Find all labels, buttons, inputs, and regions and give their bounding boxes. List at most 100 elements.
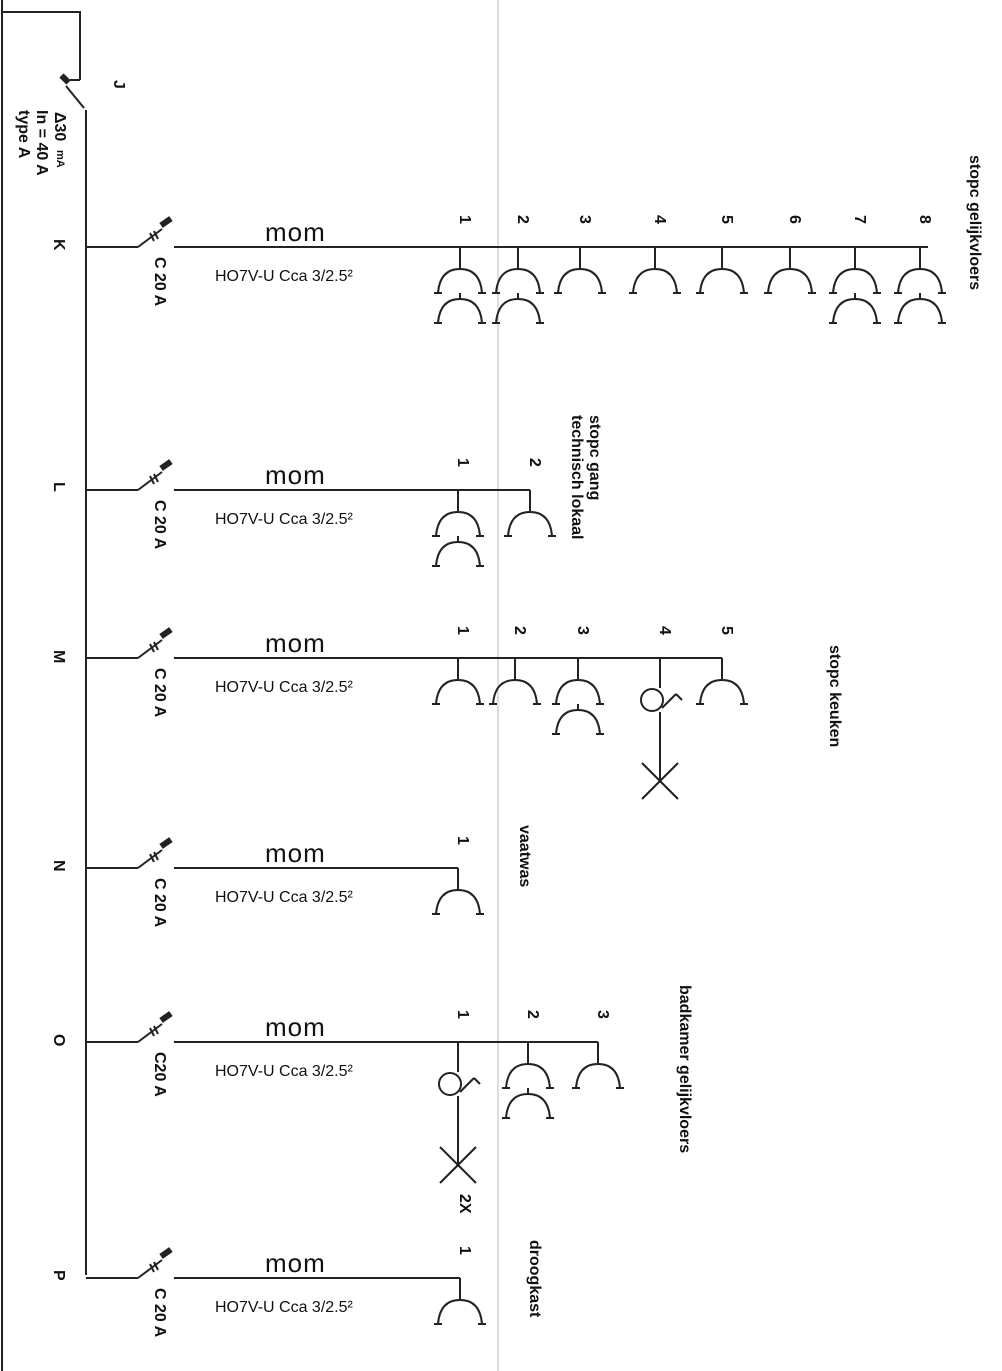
switch-lever (675, 693, 683, 701)
point-5: 5 (696, 626, 748, 705)
socket-arc (437, 1298, 483, 1325)
cable-marker: mom (265, 460, 326, 490)
point-3: 3 (572, 1010, 624, 1089)
point-number: 2 (511, 626, 528, 635)
breaker-tick (153, 230, 159, 240)
point-1: 1 (434, 1246, 486, 1325)
socket-arc (555, 678, 601, 705)
breaker-rating: C 20 A (151, 500, 168, 550)
rcd-letter: J (110, 80, 127, 89)
switch-icon (438, 1072, 462, 1096)
socket-arc (832, 267, 878, 294)
circuit-letter: P (50, 1270, 67, 1281)
point-number: 2 (524, 1010, 541, 1019)
cable-spec: HO7V-U Cca 3/2.5² (215, 511, 354, 528)
point-4: 4 (629, 215, 681, 294)
circuit-name: vaatwas (516, 825, 533, 887)
breaker-tick (153, 1261, 159, 1271)
socket-arc (767, 267, 813, 294)
point-number: 1 (456, 1246, 473, 1255)
point-6: 6 (764, 215, 816, 294)
breaker-tick (149, 643, 155, 653)
point-number: 1 (454, 458, 471, 467)
socket-arc (555, 708, 601, 735)
point-2: 2 (502, 1010, 554, 1119)
breaker-icon (159, 1247, 173, 1259)
switch-icon (640, 688, 664, 712)
circuits: K C 20 A mom HO7V-U Cca 3/2.5² stopc gelijkv… (50, 155, 983, 1338)
point-1: 1 (432, 836, 484, 915)
circuit-k: K C 20 A mom HO7V-U Cca 3/2.5² stopc gelijkv… (50, 155, 983, 324)
socket-arc (435, 510, 481, 537)
point-number: 1 (454, 626, 471, 635)
breaker-tick (153, 851, 159, 861)
breaker-contact (137, 1259, 163, 1279)
breaker-icon (159, 459, 173, 471)
socket-arc (832, 297, 878, 324)
breaker-tick (153, 473, 159, 483)
breaker-contact (137, 849, 163, 869)
breaker-tick (149, 475, 155, 485)
breaker-tick (149, 1263, 155, 1273)
lamp-count: 2X (456, 1194, 473, 1214)
point-3: 3 (554, 215, 606, 294)
switch-lever (473, 1077, 481, 1085)
socket-arc (632, 267, 678, 294)
point-number: 1 (454, 1010, 471, 1019)
socket-arc (435, 678, 481, 705)
point-1: 1 2X (438, 1010, 481, 1214)
point-number: 3 (574, 626, 591, 635)
point-3: 3 (552, 626, 604, 735)
point-number: 4 (656, 626, 673, 635)
circuit-letter: N (50, 860, 67, 872)
circuit-n: N C 20 A mom HO7V-U Cca 3/2.5² vaatwas 1 (50, 825, 533, 928)
point-1: 1 (434, 215, 486, 324)
rcd-switch (59, 73, 87, 1275)
breaker-tick (149, 853, 155, 863)
point-number: 2 (514, 215, 531, 224)
lamp-icon (641, 762, 679, 800)
point-2: 2 (504, 458, 556, 537)
point-1: 1 (432, 626, 484, 705)
circuit-name: stopc gang (586, 415, 603, 500)
socket-arc (557, 267, 603, 294)
cable-spec: HO7V-U Cca 3/2.5² (215, 1299, 354, 1316)
circuit-name: droogkast (526, 1240, 543, 1318)
breaker-rating: C 20 A (151, 668, 168, 718)
breaker-tick (153, 641, 159, 651)
socket-arc (435, 540, 481, 567)
breaker-rating: C 20 A (151, 1288, 168, 1338)
breaker-contact (137, 471, 163, 491)
switch-lever (459, 1077, 475, 1093)
circuit-letter: M (50, 650, 67, 663)
point-number: 5 (718, 215, 735, 224)
socket-arc (437, 297, 483, 324)
point-number: 3 (576, 215, 593, 224)
breaker-icon (159, 1011, 173, 1023)
point-number: 8 (916, 215, 933, 224)
cable-spec: HO7V-U Cca 3/2.5² (215, 1063, 354, 1080)
breaker-icon (159, 216, 173, 228)
cable-marker: mom (265, 217, 326, 247)
circuit-o: O C20 A mom HO7V-U Cca 3/2.5² badkamer gelij… (50, 985, 693, 1214)
rcd-rating: In = 40 A (33, 110, 50, 176)
rcd-sensitivity: Δ30 (51, 112, 68, 141)
cable-spec: HO7V-U Cca 3/2.5² (215, 268, 354, 285)
breaker-rating: C 20 A (151, 878, 168, 928)
circuit-name: badkamer gelijkvloers (676, 985, 693, 1153)
point-1: 1 (432, 458, 484, 567)
socket-arc (505, 1092, 551, 1119)
circuit-letter: L (50, 482, 67, 492)
cable-spec: HO7V-U Cca 3/2.5² (215, 679, 354, 696)
socket-arc (575, 1062, 621, 1089)
rcd-type: type A (15, 110, 32, 159)
circuit-name: stopc keuken (826, 645, 843, 747)
circuit-name: stopc gelijkvloers (966, 155, 983, 290)
point-2: 2 (492, 215, 544, 324)
point-4: 4 (640, 626, 683, 800)
breaker-icon (159, 627, 173, 639)
point-number: 3 (594, 1010, 611, 1019)
point-number: 6 (786, 215, 803, 224)
point-8: 8 (894, 215, 946, 324)
